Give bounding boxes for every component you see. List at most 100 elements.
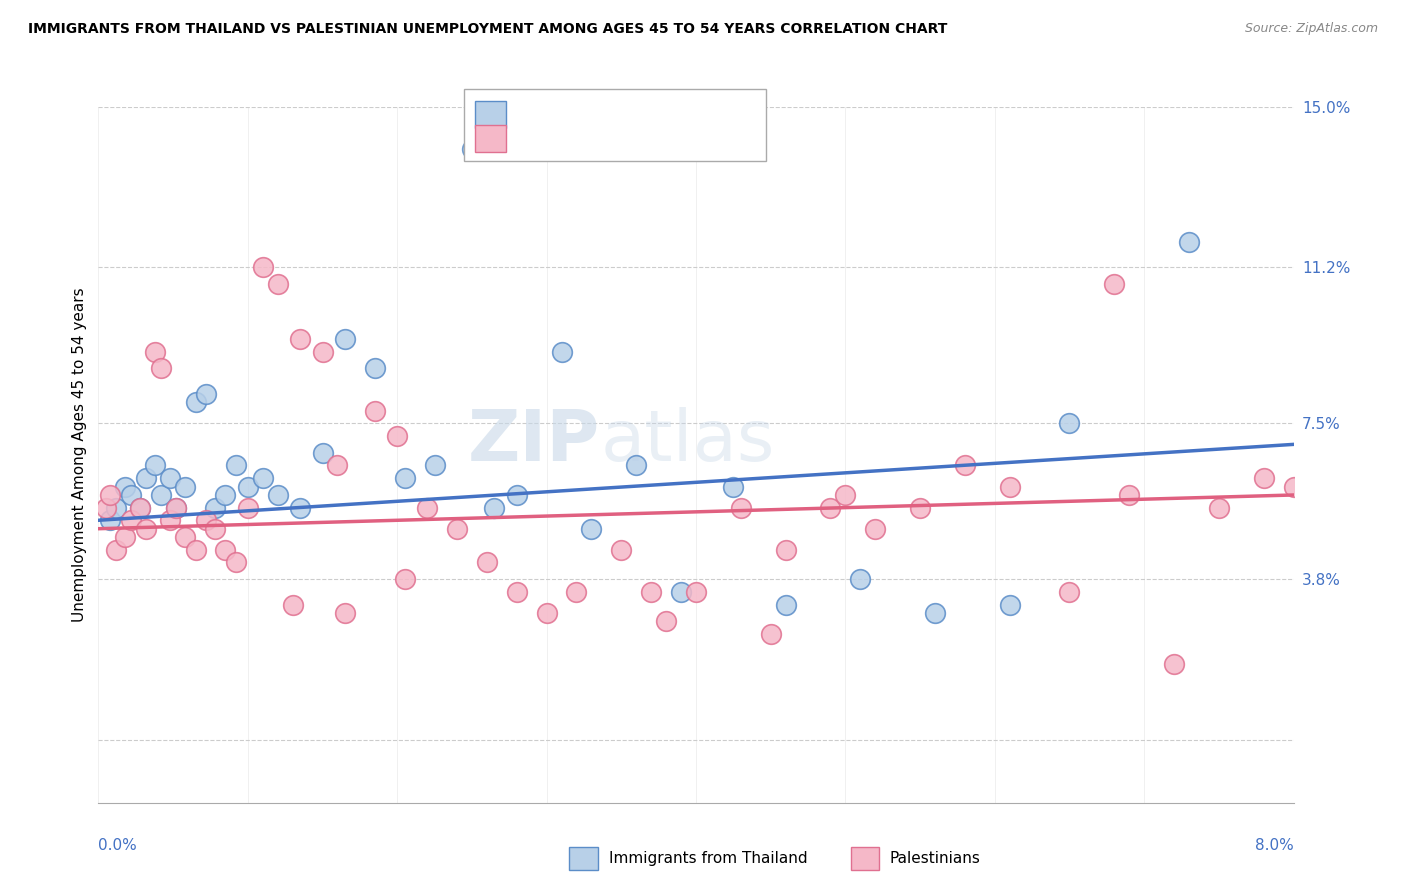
Point [184, 542, 207, 557]
Text: atlas: atlas [600, 407, 775, 475]
Point [730, 500, 752, 515]
Text: 0.0%: 0.0% [98, 838, 138, 854]
Point [105, 500, 128, 515]
Point [394, 471, 416, 485]
Point [1102, 277, 1125, 292]
Point [194, 386, 217, 401]
Point [311, 344, 333, 359]
Point [214, 488, 236, 502]
Point [446, 522, 468, 536]
Point [723, 479, 745, 493]
Point [204, 500, 226, 515]
Point [129, 500, 152, 515]
Point [581, 522, 603, 536]
Point [159, 471, 181, 485]
Point [475, 556, 498, 570]
Point [998, 479, 1021, 493]
Point [135, 471, 157, 485]
Point [759, 627, 782, 641]
Point [184, 395, 207, 409]
Point [1059, 585, 1081, 599]
Point [536, 606, 558, 620]
Text: 54: 54 [655, 131, 678, 145]
Point [204, 522, 226, 536]
Point [114, 530, 136, 544]
Point [1163, 657, 1185, 671]
Point [1208, 500, 1230, 515]
Point [281, 598, 304, 612]
Text: N =: N = [619, 107, 655, 121]
Point [364, 361, 387, 376]
Point [143, 344, 166, 359]
Point [1282, 479, 1305, 493]
Text: IMMIGRANTS FROM THAILAND VS PALESTINIAN UNEMPLOYMENT AMONG AGES 45 TO 54 YEARS C: IMMIGRANTS FROM THAILAND VS PALESTINIAN … [28, 22, 948, 37]
Point [143, 458, 166, 473]
Point [94, 500, 117, 515]
Point [105, 542, 128, 557]
Point [98, 513, 122, 527]
Point [236, 479, 259, 493]
Point [506, 585, 529, 599]
Point [333, 606, 356, 620]
Point [624, 458, 647, 473]
Text: 0.118: 0.118 [553, 107, 603, 121]
Point [385, 429, 409, 443]
Point [669, 585, 692, 599]
Point [1178, 235, 1201, 249]
Point [775, 598, 797, 612]
Text: N =: N = [619, 131, 655, 145]
Point [174, 530, 197, 544]
Point [550, 344, 572, 359]
Point [416, 500, 439, 515]
Point [364, 403, 387, 417]
Point [333, 332, 356, 346]
Point [998, 598, 1021, 612]
Point [98, 488, 122, 502]
Point [484, 500, 506, 515]
Point [288, 332, 311, 346]
Point [423, 458, 446, 473]
Point [165, 500, 187, 515]
Text: ZIP: ZIP [468, 407, 600, 475]
Point [214, 542, 236, 557]
Point [225, 458, 247, 473]
Point [120, 488, 142, 502]
Point [655, 615, 678, 629]
Point [194, 513, 217, 527]
Point [1118, 488, 1140, 502]
Point [820, 500, 842, 515]
Point [1059, 417, 1081, 431]
Point [685, 585, 707, 599]
Text: R =: R = [516, 131, 551, 145]
Point [610, 542, 633, 557]
Text: 42: 42 [655, 107, 678, 121]
Point [326, 458, 349, 473]
Y-axis label: Unemployment Among Ages 45 to 54 years: Unemployment Among Ages 45 to 54 years [72, 287, 87, 623]
Point [165, 500, 187, 515]
Point [565, 585, 588, 599]
Text: R =: R = [516, 107, 551, 121]
Point [953, 458, 976, 473]
Text: 0.034: 0.034 [553, 131, 603, 145]
Point [174, 479, 197, 493]
Point [252, 471, 274, 485]
Point [288, 500, 311, 515]
Point [863, 522, 886, 536]
Point [150, 488, 173, 502]
Point [159, 513, 181, 527]
Point [924, 606, 946, 620]
Point [640, 585, 662, 599]
Point [311, 446, 333, 460]
Point [849, 572, 872, 586]
Point [506, 488, 529, 502]
Text: 8.0%: 8.0% [1254, 838, 1294, 854]
Point [129, 500, 152, 515]
Text: Source: ZipAtlas.com: Source: ZipAtlas.com [1244, 22, 1378, 36]
Text: Immigrants from Thailand: Immigrants from Thailand [609, 851, 807, 865]
Point [834, 488, 856, 502]
Point [267, 488, 290, 502]
Point [1253, 471, 1275, 485]
Point [225, 556, 247, 570]
Point [236, 500, 259, 515]
Point [394, 572, 416, 586]
